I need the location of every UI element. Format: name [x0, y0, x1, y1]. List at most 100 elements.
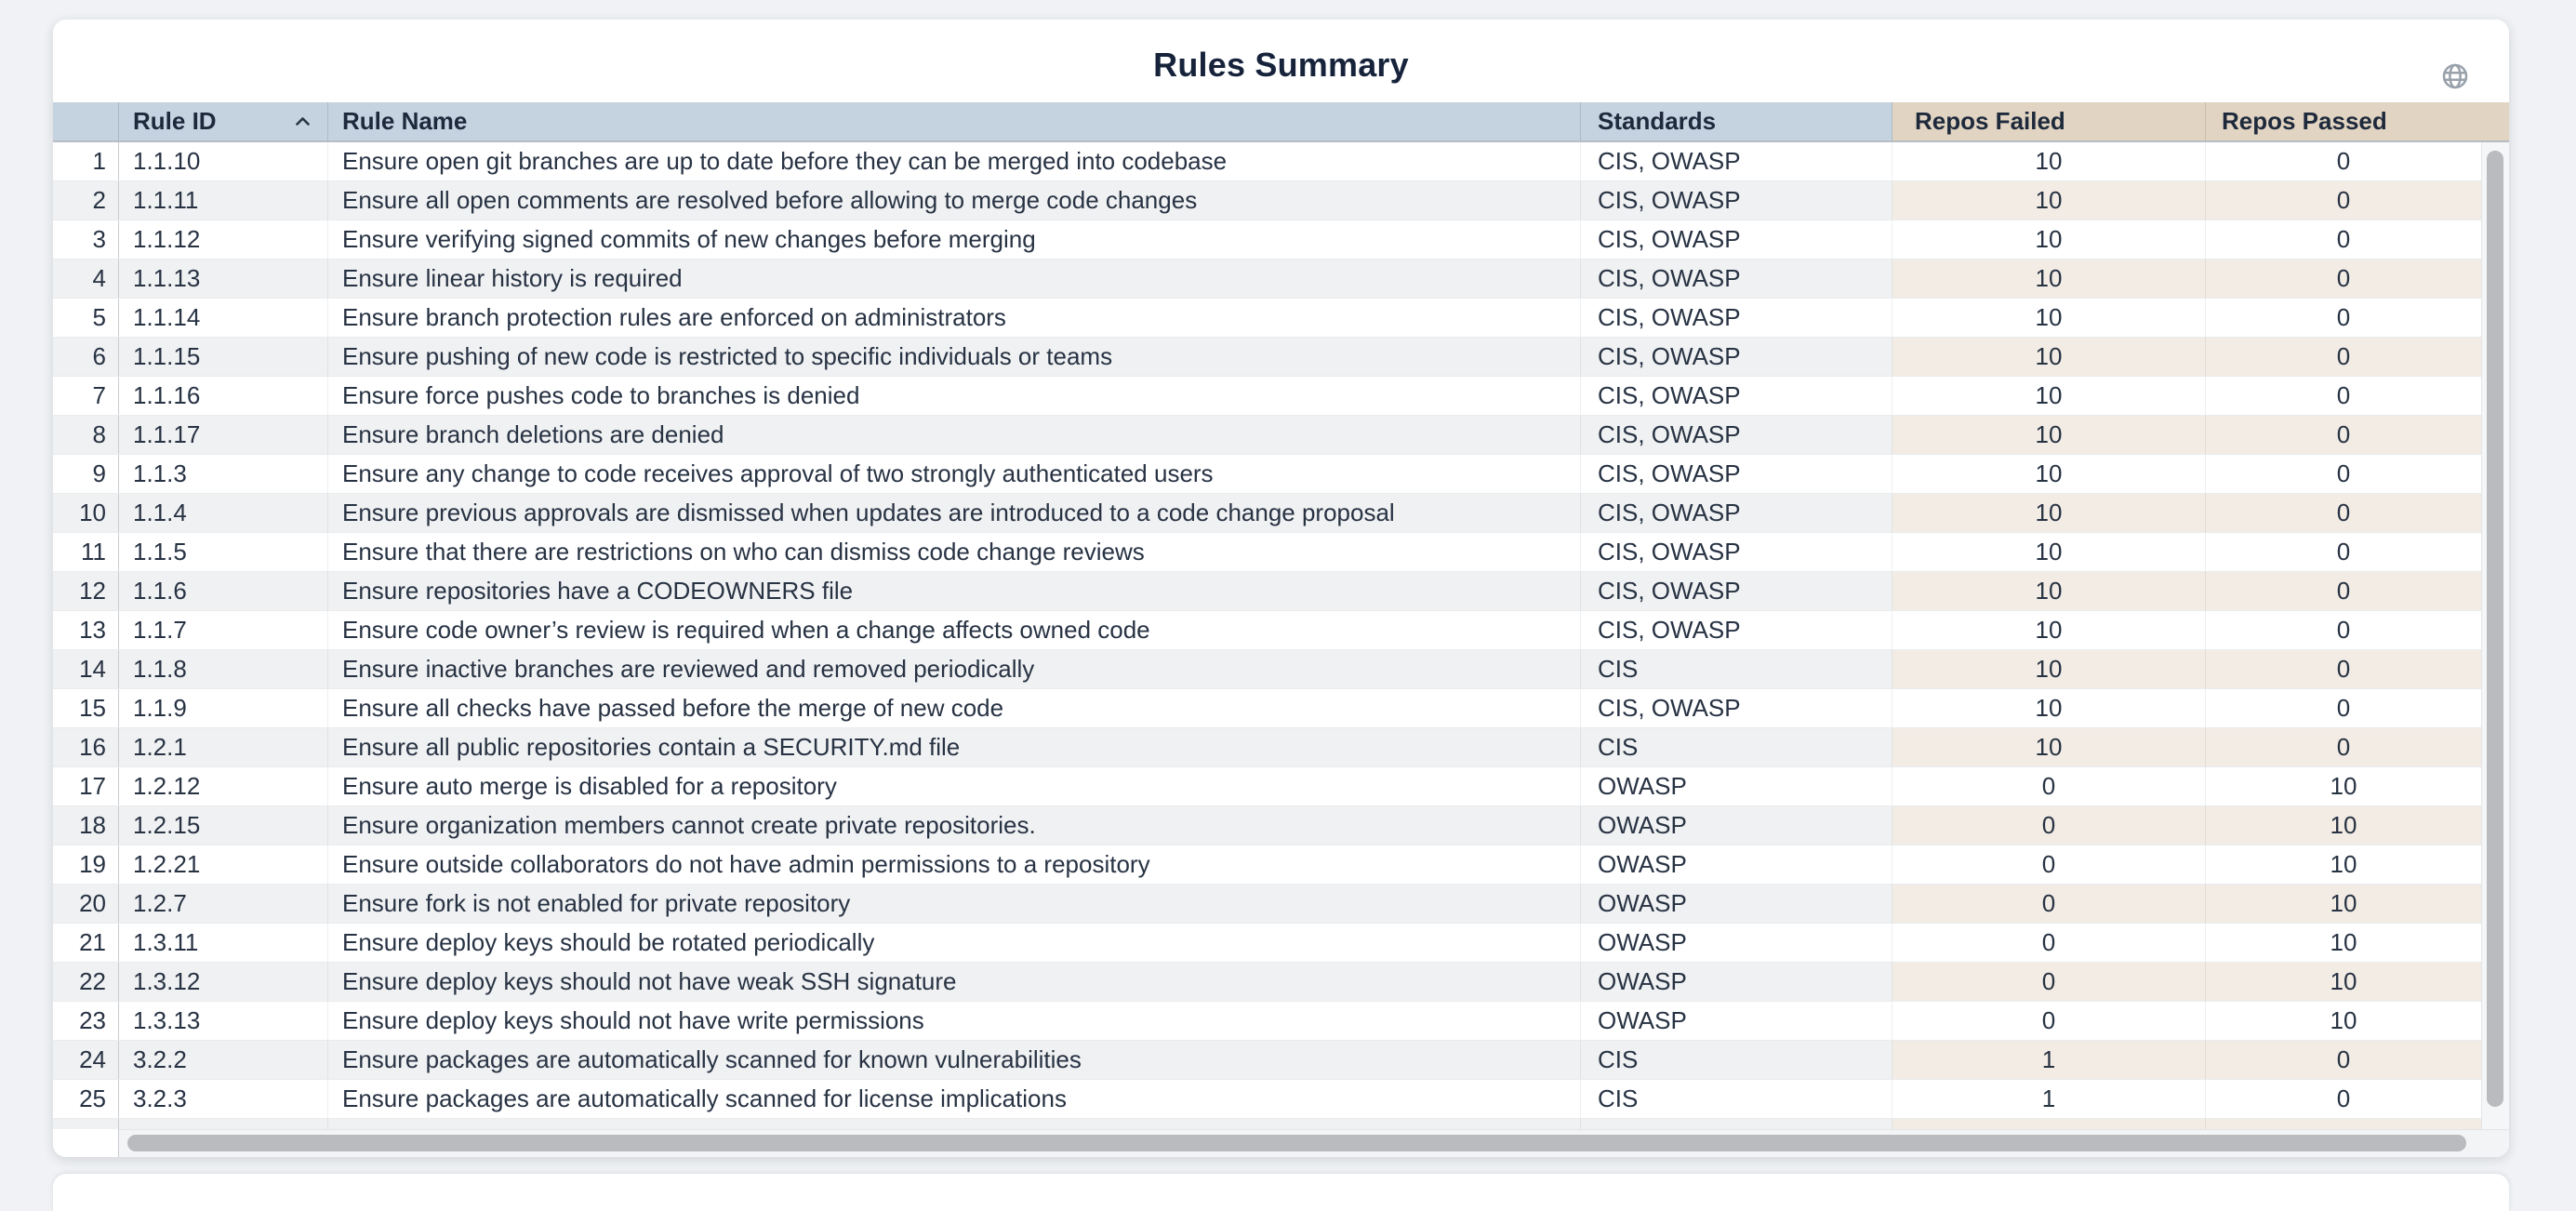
table-row: 9 1.1.3 Ensure any change to code receiv… — [53, 455, 2509, 494]
cell-rule-id: 1.2.21 — [119, 845, 328, 884]
cell-standards: CIS, OWASP — [1581, 220, 1892, 259]
table-row: 7 1.1.16 Ensure force pushes code to bra… — [53, 377, 2509, 416]
cell-rule-id: 1.1.17 — [119, 416, 328, 454]
cell-repos-failed: 10 — [1892, 416, 2206, 454]
cell-standards: CIS, OWASP — [1581, 416, 1892, 454]
cell-standards: CIS, OWASP — [1581, 689, 1892, 727]
cell-repos-failed: 10 — [1892, 650, 2206, 688]
table-row: 1 1.1.10 Ensure open git branches are up… — [53, 142, 2509, 181]
header-cell-rule-name[interactable]: Rule Name — [328, 102, 1581, 140]
cell-row-number: 6 — [53, 338, 119, 376]
cell-rule-name: Ensure packages are automatically scanne… — [328, 1041, 1581, 1079]
cell-rule-name: Ensure branch protection rules are enfor… — [328, 299, 1581, 337]
cell-row-number: 7 — [53, 377, 119, 415]
cell-row-number: 8 — [53, 416, 119, 454]
cell-row-number: 4 — [53, 260, 119, 298]
cell-repos-passed: 0 — [2336, 538, 2351, 566]
page-title: Rules Summary — [1153, 45, 1409, 84]
cell-repos-passed: 0 — [2206, 650, 2481, 688]
cell-standards: CIS, OWASP — [1581, 338, 1892, 376]
cell-repos-failed: 10 — [1892, 338, 2206, 376]
cell-repos-failed: 0 — [1892, 924, 2206, 962]
cell-row-number: 11 — [53, 533, 119, 571]
cell-rule-name: Ensure that there are restrictions on wh… — [328, 533, 1581, 571]
cell-standards: OWASP — [1581, 963, 1892, 1001]
cell-standards: OWASP — [1581, 1002, 1892, 1040]
table-row: 20 1.2.7 Ensure fork is not enabled for … — [53, 885, 2509, 924]
cell-rule-name: Ensure pushing of new code is restricted… — [328, 338, 1581, 376]
cell-repos-passed: 0 — [2336, 225, 2351, 253]
table-row: 16 1.2.1 Ensure all public repositories … — [53, 728, 2509, 767]
cell-standards: CIS, OWASP — [1581, 572, 1892, 610]
cell-row-number: 15 — [53, 689, 119, 727]
cell-standards: OWASP — [1581, 924, 1892, 962]
table-row: 2 1.1.11 Ensure all open comments are re… — [53, 181, 2509, 220]
cell-repos-passed: 0 — [2336, 303, 2351, 331]
cell-rule-id: 1.1.12 — [119, 220, 328, 259]
cell-repos-passed: 0 — [2206, 494, 2481, 532]
card-header: Rules Summary — [53, 20, 2509, 102]
header-label-rule-id: Rule ID — [133, 107, 217, 135]
cell-standards: CIS, OWASP — [1581, 494, 1892, 532]
cell-repos-failed: 0 — [1892, 845, 2206, 884]
cell-repos-failed: 0 — [1892, 885, 2206, 923]
header-cell-repos-passed[interactable]: Repos Passed — [2206, 102, 2509, 140]
cell-repos-failed: 10 — [1892, 377, 2206, 415]
cell-rule-id: 1.3.12 — [119, 963, 328, 1001]
vertical-scrollbar-thumb[interactable] — [2487, 151, 2503, 1107]
cell-rule-id: 1.1.7 — [119, 611, 328, 649]
header-label-repos-passed: Repos Passed — [2222, 107, 2387, 135]
cell-rule-name: Ensure force pushes code to branches is … — [328, 377, 1581, 415]
header-cell-repos-failed[interactable]: Repos Failed — [1892, 102, 2206, 140]
pinned-column-footer — [53, 1129, 119, 1157]
globe-icon — [2440, 61, 2470, 91]
cell-row-number: 14 — [53, 650, 119, 688]
horizontal-scrollbar-thumb[interactable] — [127, 1135, 2466, 1151]
cell-rule-name: Ensure verifying signed commits of new c… — [328, 220, 1581, 259]
cell-rule-id: 1.3.11 — [119, 924, 328, 962]
cell-repos-failed: 10 — [1892, 142, 2206, 180]
cell-repos-failed — [1892, 1119, 2206, 1129]
cell-rule-id: 1.2.15 — [119, 806, 328, 845]
cell-repos-passed: 10 — [2330, 928, 2357, 956]
cell-repos-failed: 10 — [1892, 689, 2206, 727]
cell-row-number: 24 — [53, 1041, 119, 1079]
cell-repos-passed: 0 — [2336, 1085, 2351, 1112]
cell-rule-id: 1.1.10 — [119, 142, 328, 180]
cell-rule-name: Ensure deploy keys should not have weak … — [328, 963, 1581, 1001]
vertical-scrollbar[interactable] — [2481, 142, 2509, 1129]
cell-row-number: 2 — [53, 181, 119, 220]
table-row: 14 1.1.8 Ensure inactive branches are re… — [53, 650, 2509, 689]
cell-rule-name: Ensure branch deletions are denied — [328, 416, 1581, 454]
cell-repos-failed: 10 — [1892, 533, 2206, 571]
cell-row-number: 3 — [53, 220, 119, 259]
cell-repos-passed: 10 — [2206, 806, 2481, 845]
header-cell-standards[interactable]: Standards — [1581, 102, 1892, 140]
cell-repos-failed: 1 — [1892, 1080, 2206, 1118]
cell-standards: CIS — [1581, 728, 1892, 766]
cell-rule-id — [119, 1119, 328, 1129]
cell-rule-name: Ensure organization members cannot creat… — [328, 806, 1581, 845]
header-cell-rule-id[interactable]: Rule ID — [119, 102, 328, 140]
cell-row-number: 16 — [53, 728, 119, 766]
cell-rule-name: Ensure linear history is required — [328, 260, 1581, 298]
cell-rule-id: 3.2.2 — [119, 1041, 328, 1079]
cell-rule-name: Ensure repositories have a CODEOWNERS fi… — [328, 572, 1581, 610]
cell-row-number: 23 — [53, 1002, 119, 1040]
horizontal-scrollbar-track[interactable] — [119, 1129, 2509, 1157]
cell-standards: OWASP — [1581, 845, 1892, 884]
globe-button[interactable] — [2440, 61, 2470, 91]
cell-rule-name — [328, 1119, 1581, 1129]
cell-repos-passed: 0 — [2336, 616, 2351, 644]
cell-row-number: 20 — [53, 885, 119, 923]
cell-repos-passed: 0 — [2206, 181, 2481, 220]
cell-repos-failed: 10 — [1892, 455, 2206, 493]
cell-rule-id: 1.1.14 — [119, 299, 328, 337]
cell-standards: OWASP — [1581, 885, 1892, 923]
cell-rule-name: Ensure all checks have passed before the… — [328, 689, 1581, 727]
cell-standards: CIS, OWASP — [1581, 455, 1892, 493]
cell-row-number: 17 — [53, 767, 119, 805]
cell-repos-passed: 0 — [2206, 572, 2481, 610]
cell-repos-passed: 0 — [2336, 381, 2351, 409]
cell-standards: OWASP — [1581, 806, 1892, 845]
